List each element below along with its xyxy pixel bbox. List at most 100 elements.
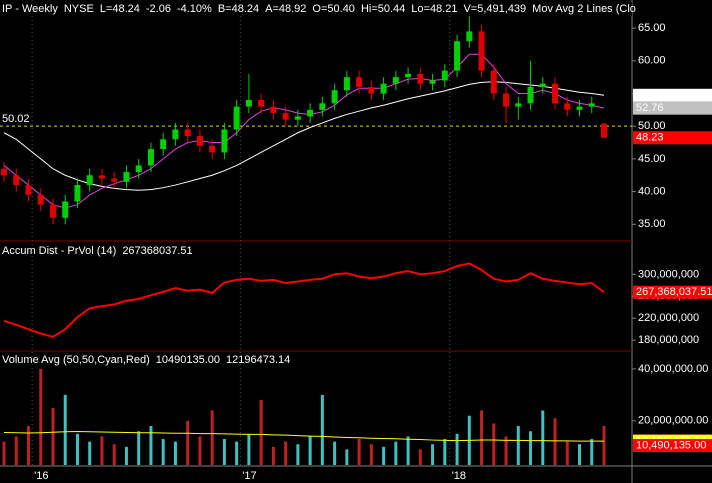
y-tick-label: 50.00 [638, 120, 666, 132]
volume-bar [222, 439, 226, 465]
candle-body [576, 106, 583, 110]
volume-bar [529, 431, 533, 465]
volume-bar [565, 441, 569, 465]
volume-bar [590, 439, 594, 465]
candle-body [258, 100, 265, 107]
price-label-box [633, 101, 712, 115]
volume-bar [88, 441, 92, 465]
candle-body [160, 139, 167, 150]
y-tick-label: 40.00 [638, 186, 666, 198]
candle-body [209, 145, 216, 153]
candle-body [245, 100, 252, 107]
accum-dist-line [3, 262, 605, 338]
candle-body [196, 136, 203, 146]
volume-bar [235, 441, 239, 465]
volume-bar [602, 426, 606, 465]
candle-body [74, 185, 81, 202]
candle-body [86, 175, 93, 186]
volume-bar [137, 431, 141, 465]
price-label-box [633, 88, 712, 102]
header-text: 12196473.14 [226, 354, 290, 366]
volume-bar [100, 436, 104, 465]
header-text: -4.10% [177, 3, 212, 15]
candle-body [490, 70, 497, 94]
candle-body [466, 31, 473, 42]
y-tick-label: 20,000,000.00 [638, 415, 708, 427]
volume-bar [443, 439, 447, 465]
candle-body [417, 73, 424, 84]
volume-bar [2, 441, 6, 465]
candle-body [25, 185, 32, 195]
volume-bar [382, 446, 386, 465]
header-text: Accum Dist - PrVol (14) [2, 245, 116, 257]
candle-body [515, 103, 522, 107]
volume-bar [26, 426, 30, 465]
volume-bar [541, 410, 545, 465]
candle-body [13, 175, 20, 186]
volume-bar [320, 394, 324, 465]
candle-body [601, 123, 607, 138]
volume-bar [149, 426, 153, 465]
volume-bar [394, 441, 398, 465]
volume-bar [51, 407, 55, 465]
header-text: 10490135.00 [156, 354, 220, 366]
header-text: -2.06 [146, 3, 171, 15]
candle-body [527, 86, 534, 104]
candle-body [135, 165, 142, 172]
volume-bar [357, 439, 361, 465]
volume-bar [112, 444, 116, 465]
header-text: Volume Avg (50,50,Cyan,Red) [2, 354, 150, 366]
moving-average [3, 53, 605, 209]
axis-label: 10,490,135.00 [636, 439, 706, 451]
candle-body [172, 129, 179, 140]
candle-body [331, 90, 338, 104]
y-tick-label: 60.00 [638, 55, 666, 67]
y-tick-label: 220,000,000 [638, 312, 699, 324]
volume-bar [504, 436, 508, 465]
price-label: 54.73 [636, 89, 664, 101]
price-label-box [633, 131, 712, 145]
candle-body [62, 201, 69, 218]
volume-bar [345, 449, 349, 465]
volume-average [3, 430, 605, 442]
candle-body [539, 83, 546, 87]
volume-bar [308, 436, 312, 465]
header-text: Lo=48.21 [411, 3, 457, 15]
candle-body [221, 129, 228, 153]
y-tick-label: 40,000,000.00 [638, 363, 708, 375]
volume-bar [406, 436, 410, 465]
x-tick-label: '17 [242, 470, 256, 482]
volume-bar [198, 436, 202, 465]
header-bg [0, 2, 632, 16]
volume-bar [173, 441, 177, 465]
volume-bar [259, 400, 263, 465]
header-text: A=48.92 [265, 3, 306, 15]
header-text: O=50.40 [312, 3, 355, 15]
volume-bar [14, 436, 18, 465]
candle-body [429, 80, 436, 84]
volume-bar [63, 394, 67, 465]
price-label: 48.23 [636, 132, 664, 144]
candle-body [294, 116, 301, 120]
candle-body [37, 194, 44, 205]
candle-body [405, 73, 412, 78]
candle-body [1, 168, 7, 176]
volume-bar [492, 423, 496, 465]
axis-label-box [633, 439, 712, 453]
candle-body [454, 41, 461, 71]
candle-body [319, 103, 326, 110]
candle-body [49, 204, 56, 218]
volume-bar [271, 446, 275, 465]
header-text: L=48.24 [100, 3, 140, 15]
candle-body [356, 77, 363, 87]
reference-label: 50.02 [2, 113, 30, 125]
candle-body [98, 175, 105, 179]
volume-bar [431, 444, 435, 465]
header-text: 267368037.51 [122, 245, 192, 257]
volume-bar [553, 418, 557, 465]
candle-body [233, 106, 240, 130]
volume-bar [75, 433, 79, 465]
x-tick-label: '16 [34, 470, 48, 482]
volume-bar [124, 446, 128, 465]
